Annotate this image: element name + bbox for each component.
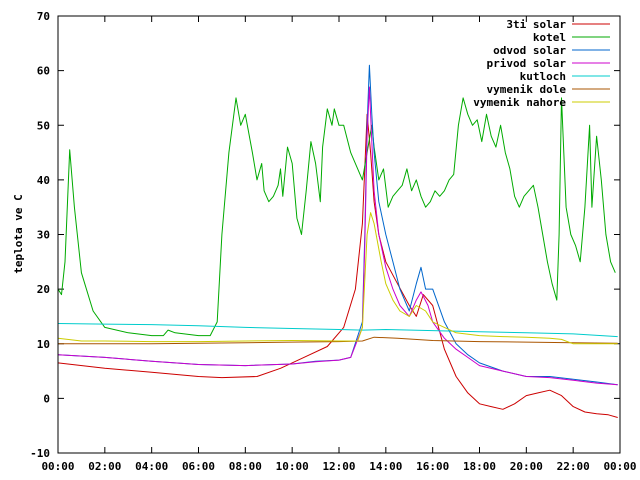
legend-label: kotel (533, 31, 566, 44)
x-tick-label: 00:00 (41, 460, 74, 473)
y-tick-label: 60 (37, 65, 50, 78)
x-tick-label: 14:00 (369, 460, 402, 473)
legend-label: vymenik nahore (473, 96, 566, 109)
y-tick-label: 50 (37, 119, 50, 132)
legend-label: privod solar (487, 57, 567, 70)
x-tick-label: 18:00 (463, 460, 496, 473)
legend-label: vymenik dole (487, 83, 567, 96)
series-line-vymenik-dole (58, 336, 618, 345)
x-tick-label: 02:00 (88, 460, 121, 473)
plot-frame (57, 15, 621, 454)
x-tick-label: 22:00 (557, 460, 590, 473)
x-tick-label: 12:00 (322, 460, 355, 473)
series-line-odvod-solar (57, 64, 618, 386)
x-tick-label: 20:00 (510, 460, 543, 473)
x-tick-label: 10:00 (276, 460, 309, 473)
legend-label: kutloch (520, 70, 566, 83)
series-lines (57, 64, 618, 418)
y-tick-label: 40 (37, 174, 50, 187)
y-tick-label: 0 (43, 392, 50, 405)
y-tick-label: 10 (37, 338, 50, 351)
x-tick-label: 06:00 (182, 460, 215, 473)
y-tick-label: -10 (30, 447, 50, 460)
x-tick-label: 16:00 (416, 460, 449, 473)
y-tick-label: 20 (37, 283, 50, 296)
series-line-kotel (57, 97, 616, 337)
series-line-vymenik-nahore (57, 212, 618, 345)
legend-label: 3ti solar (506, 18, 566, 31)
y-axis-label: teplota ve C (12, 194, 25, 273)
x-tick-label: 08:00 (229, 460, 262, 473)
axis-ticks: 00:00 02:00 04:00 06:00 08:00 10:00 12:00 14:00… (30, 10, 636, 473)
legend-label: odvod solar (493, 44, 566, 57)
y-tick-label: 30 (37, 229, 50, 242)
x-tick-label: 04:00 (135, 460, 168, 473)
x-tick-label: 00:00 (603, 460, 636, 473)
series-line-3ti-solar (57, 113, 618, 418)
series-line-privod-solar (57, 86, 618, 386)
y-tick-label: 70 (37, 10, 50, 23)
series-line-kutloch (57, 323, 618, 338)
